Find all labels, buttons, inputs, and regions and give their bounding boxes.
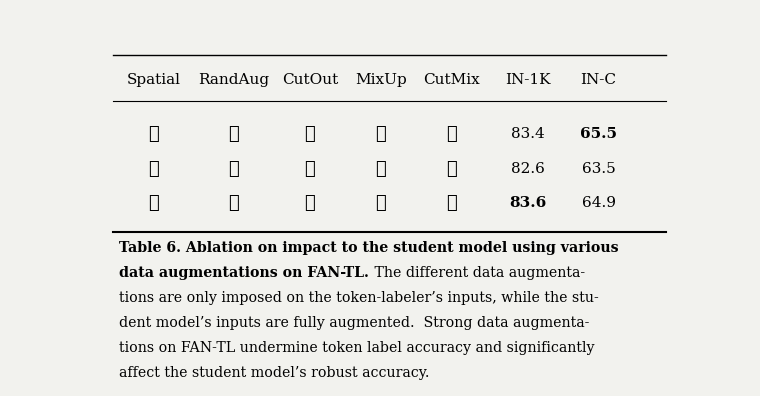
Text: affect the student model’s robust accuracy.: affect the student model’s robust accura… [119, 366, 429, 380]
Text: data augmentations on FAN-TL.: data augmentations on FAN-TL. [119, 266, 369, 280]
Text: 82.6: 82.6 [511, 162, 545, 177]
Text: ✗: ✗ [375, 126, 386, 143]
Text: ✗: ✗ [228, 126, 239, 143]
Text: 63.5: 63.5 [581, 162, 616, 177]
Text: tions on FAN-TL undermine token label accuracy and significantly: tions on FAN-TL undermine token label ac… [119, 341, 594, 355]
Text: IN-1K: IN-1K [505, 72, 551, 87]
Text: ✓: ✓ [446, 194, 457, 212]
Text: ✓: ✓ [228, 160, 239, 179]
Text: The different data augmenta-: The different data augmenta- [369, 266, 584, 280]
Text: 64.9: 64.9 [581, 196, 616, 210]
Text: dent model’s inputs are fully augmented.  Strong data augmenta-: dent model’s inputs are fully augmented.… [119, 316, 589, 330]
Text: ✗: ✗ [446, 126, 457, 143]
Text: CutOut: CutOut [282, 72, 338, 87]
Text: 83.4: 83.4 [511, 128, 545, 141]
Text: ✓: ✓ [228, 194, 239, 212]
Text: Spatial: Spatial [127, 72, 181, 87]
Text: CutMix: CutMix [423, 72, 480, 87]
Text: ✗: ✗ [375, 160, 386, 179]
Text: tions are only imposed on the token-labeler’s inputs, while the stu-: tions are only imposed on the token-labe… [119, 291, 598, 305]
Text: ✓: ✓ [305, 160, 315, 179]
Text: IN-C: IN-C [581, 72, 616, 87]
Text: ✓: ✓ [148, 194, 160, 212]
Text: ✗: ✗ [446, 160, 457, 179]
Text: ✓: ✓ [148, 126, 160, 143]
Text: ✓: ✓ [305, 194, 315, 212]
Text: Table 6. Ablation on impact to the student model using various: Table 6. Ablation on impact to the stude… [119, 241, 618, 255]
Text: 65.5: 65.5 [580, 128, 617, 141]
Text: 83.6: 83.6 [509, 196, 546, 210]
Text: RandAug: RandAug [198, 72, 269, 87]
Text: MixUp: MixUp [355, 72, 407, 87]
Text: ✗: ✗ [305, 126, 315, 143]
Text: ✓: ✓ [148, 160, 160, 179]
Text: ✓: ✓ [375, 194, 386, 212]
